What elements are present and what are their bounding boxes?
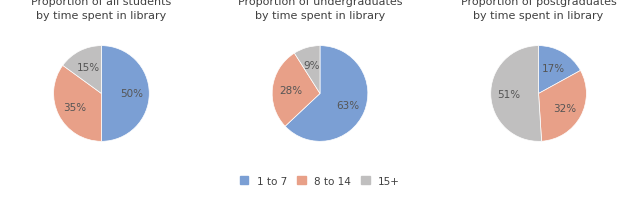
- Text: 9%: 9%: [303, 61, 320, 70]
- Wedge shape: [272, 54, 320, 127]
- Wedge shape: [63, 46, 101, 94]
- Text: 15%: 15%: [76, 63, 99, 73]
- Text: 50%: 50%: [120, 89, 143, 99]
- Text: 28%: 28%: [279, 85, 302, 95]
- Text: 17%: 17%: [542, 63, 565, 73]
- Wedge shape: [54, 66, 101, 142]
- Text: 63%: 63%: [336, 101, 359, 111]
- Text: 35%: 35%: [63, 102, 86, 112]
- Title: Proportion of all students
by time spent in library: Proportion of all students by time spent…: [31, 0, 172, 20]
- Legend: 1 to 7, 8 to 14, 15+: 1 to 7, 8 to 14, 15+: [240, 176, 400, 186]
- Wedge shape: [101, 46, 149, 142]
- Title: Proportion of postgraduates
by time spent in library: Proportion of postgraduates by time spen…: [461, 0, 616, 20]
- Title: Proportion of undergraduates
by time spent in library: Proportion of undergraduates by time spe…: [237, 0, 403, 20]
- Wedge shape: [539, 71, 586, 142]
- Wedge shape: [491, 46, 541, 142]
- Wedge shape: [285, 46, 368, 142]
- Wedge shape: [294, 46, 320, 94]
- Text: 32%: 32%: [553, 103, 576, 113]
- Wedge shape: [539, 46, 580, 94]
- Text: 51%: 51%: [497, 90, 520, 100]
